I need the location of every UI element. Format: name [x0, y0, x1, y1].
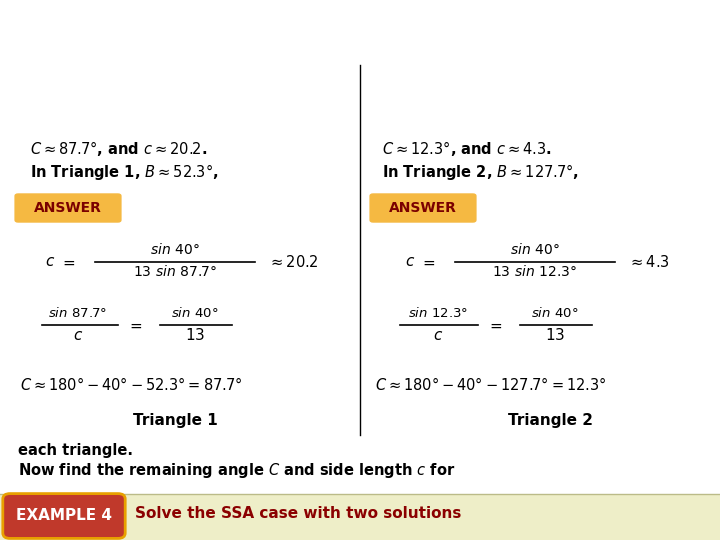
Text: $\approx 4.3$: $\approx 4.3$ — [628, 254, 670, 270]
Text: $sin\ 40°$: $sin\ 40°$ — [531, 306, 579, 320]
FancyBboxPatch shape — [14, 193, 122, 222]
Text: $=$: $=$ — [420, 254, 436, 269]
Text: $sin\ 40°$: $sin\ 40°$ — [510, 242, 560, 258]
Text: $\approx 20.2$: $\approx 20.2$ — [268, 254, 318, 270]
Text: each triangle.: each triangle. — [18, 442, 133, 457]
Text: $13$: $13$ — [545, 327, 565, 343]
Text: $C \approx 180° - 40° - 52.3° = 87.7°$: $C \approx 180° - 40° - 52.3° = 87.7°$ — [20, 376, 243, 394]
FancyBboxPatch shape — [0, 0, 720, 495]
Text: $c$: $c$ — [45, 254, 55, 269]
FancyBboxPatch shape — [369, 193, 477, 222]
Text: Triangle 1: Triangle 1 — [132, 413, 217, 428]
Text: $sin\ 40°$: $sin\ 40°$ — [150, 242, 200, 258]
Text: $sin\ 87.7°$: $sin\ 87.7°$ — [48, 306, 107, 320]
Text: $=$: $=$ — [487, 318, 503, 333]
Text: $C\approx 87.7°$, and $c\approx 20.2$.: $C\approx 87.7°$, and $c\approx 20.2$. — [30, 138, 207, 158]
Text: Solve the SSA case with two solutions: Solve the SSA case with two solutions — [135, 507, 462, 522]
Text: $=$: $=$ — [60, 254, 76, 269]
Text: $c$: $c$ — [73, 327, 83, 342]
Text: ANSWER: ANSWER — [389, 201, 457, 215]
Text: In Triangle 2, $B\approx 127.7°$,: In Triangle 2, $B\approx 127.7°$, — [382, 162, 579, 182]
Text: Now find the remaining angle $C$ and side length $c$ for: Now find the remaining angle $C$ and sid… — [18, 461, 456, 480]
Text: $C \approx 180° - 40° - 127.7° = 12.3°$: $C \approx 180° - 40° - 127.7° = 12.3°$ — [375, 376, 607, 394]
Text: $13\ sin\ 87.7°$: $13\ sin\ 87.7°$ — [133, 265, 217, 280]
FancyBboxPatch shape — [3, 494, 125, 538]
Text: $13\ sin\ 12.3°$: $13\ sin\ 12.3°$ — [492, 265, 577, 280]
Text: In Triangle 1, $B\approx 52.3°$,: In Triangle 1, $B\approx 52.3°$, — [30, 162, 219, 182]
Text: $13$: $13$ — [185, 327, 205, 343]
Text: $C\approx 12.3°$, and $c\approx 4.3$.: $C\approx 12.3°$, and $c\approx 4.3$. — [382, 138, 552, 158]
Text: ANSWER: ANSWER — [34, 201, 102, 215]
Text: Triangle 2: Triangle 2 — [508, 413, 593, 428]
Text: $=$: $=$ — [127, 318, 143, 333]
Text: EXAMPLE 4: EXAMPLE 4 — [16, 509, 112, 523]
Text: $c$: $c$ — [433, 327, 443, 342]
Text: $sin\ 12.3°$: $sin\ 12.3°$ — [408, 306, 468, 320]
Text: $c$: $c$ — [405, 254, 415, 269]
Text: $sin\ 40°$: $sin\ 40°$ — [171, 306, 219, 320]
